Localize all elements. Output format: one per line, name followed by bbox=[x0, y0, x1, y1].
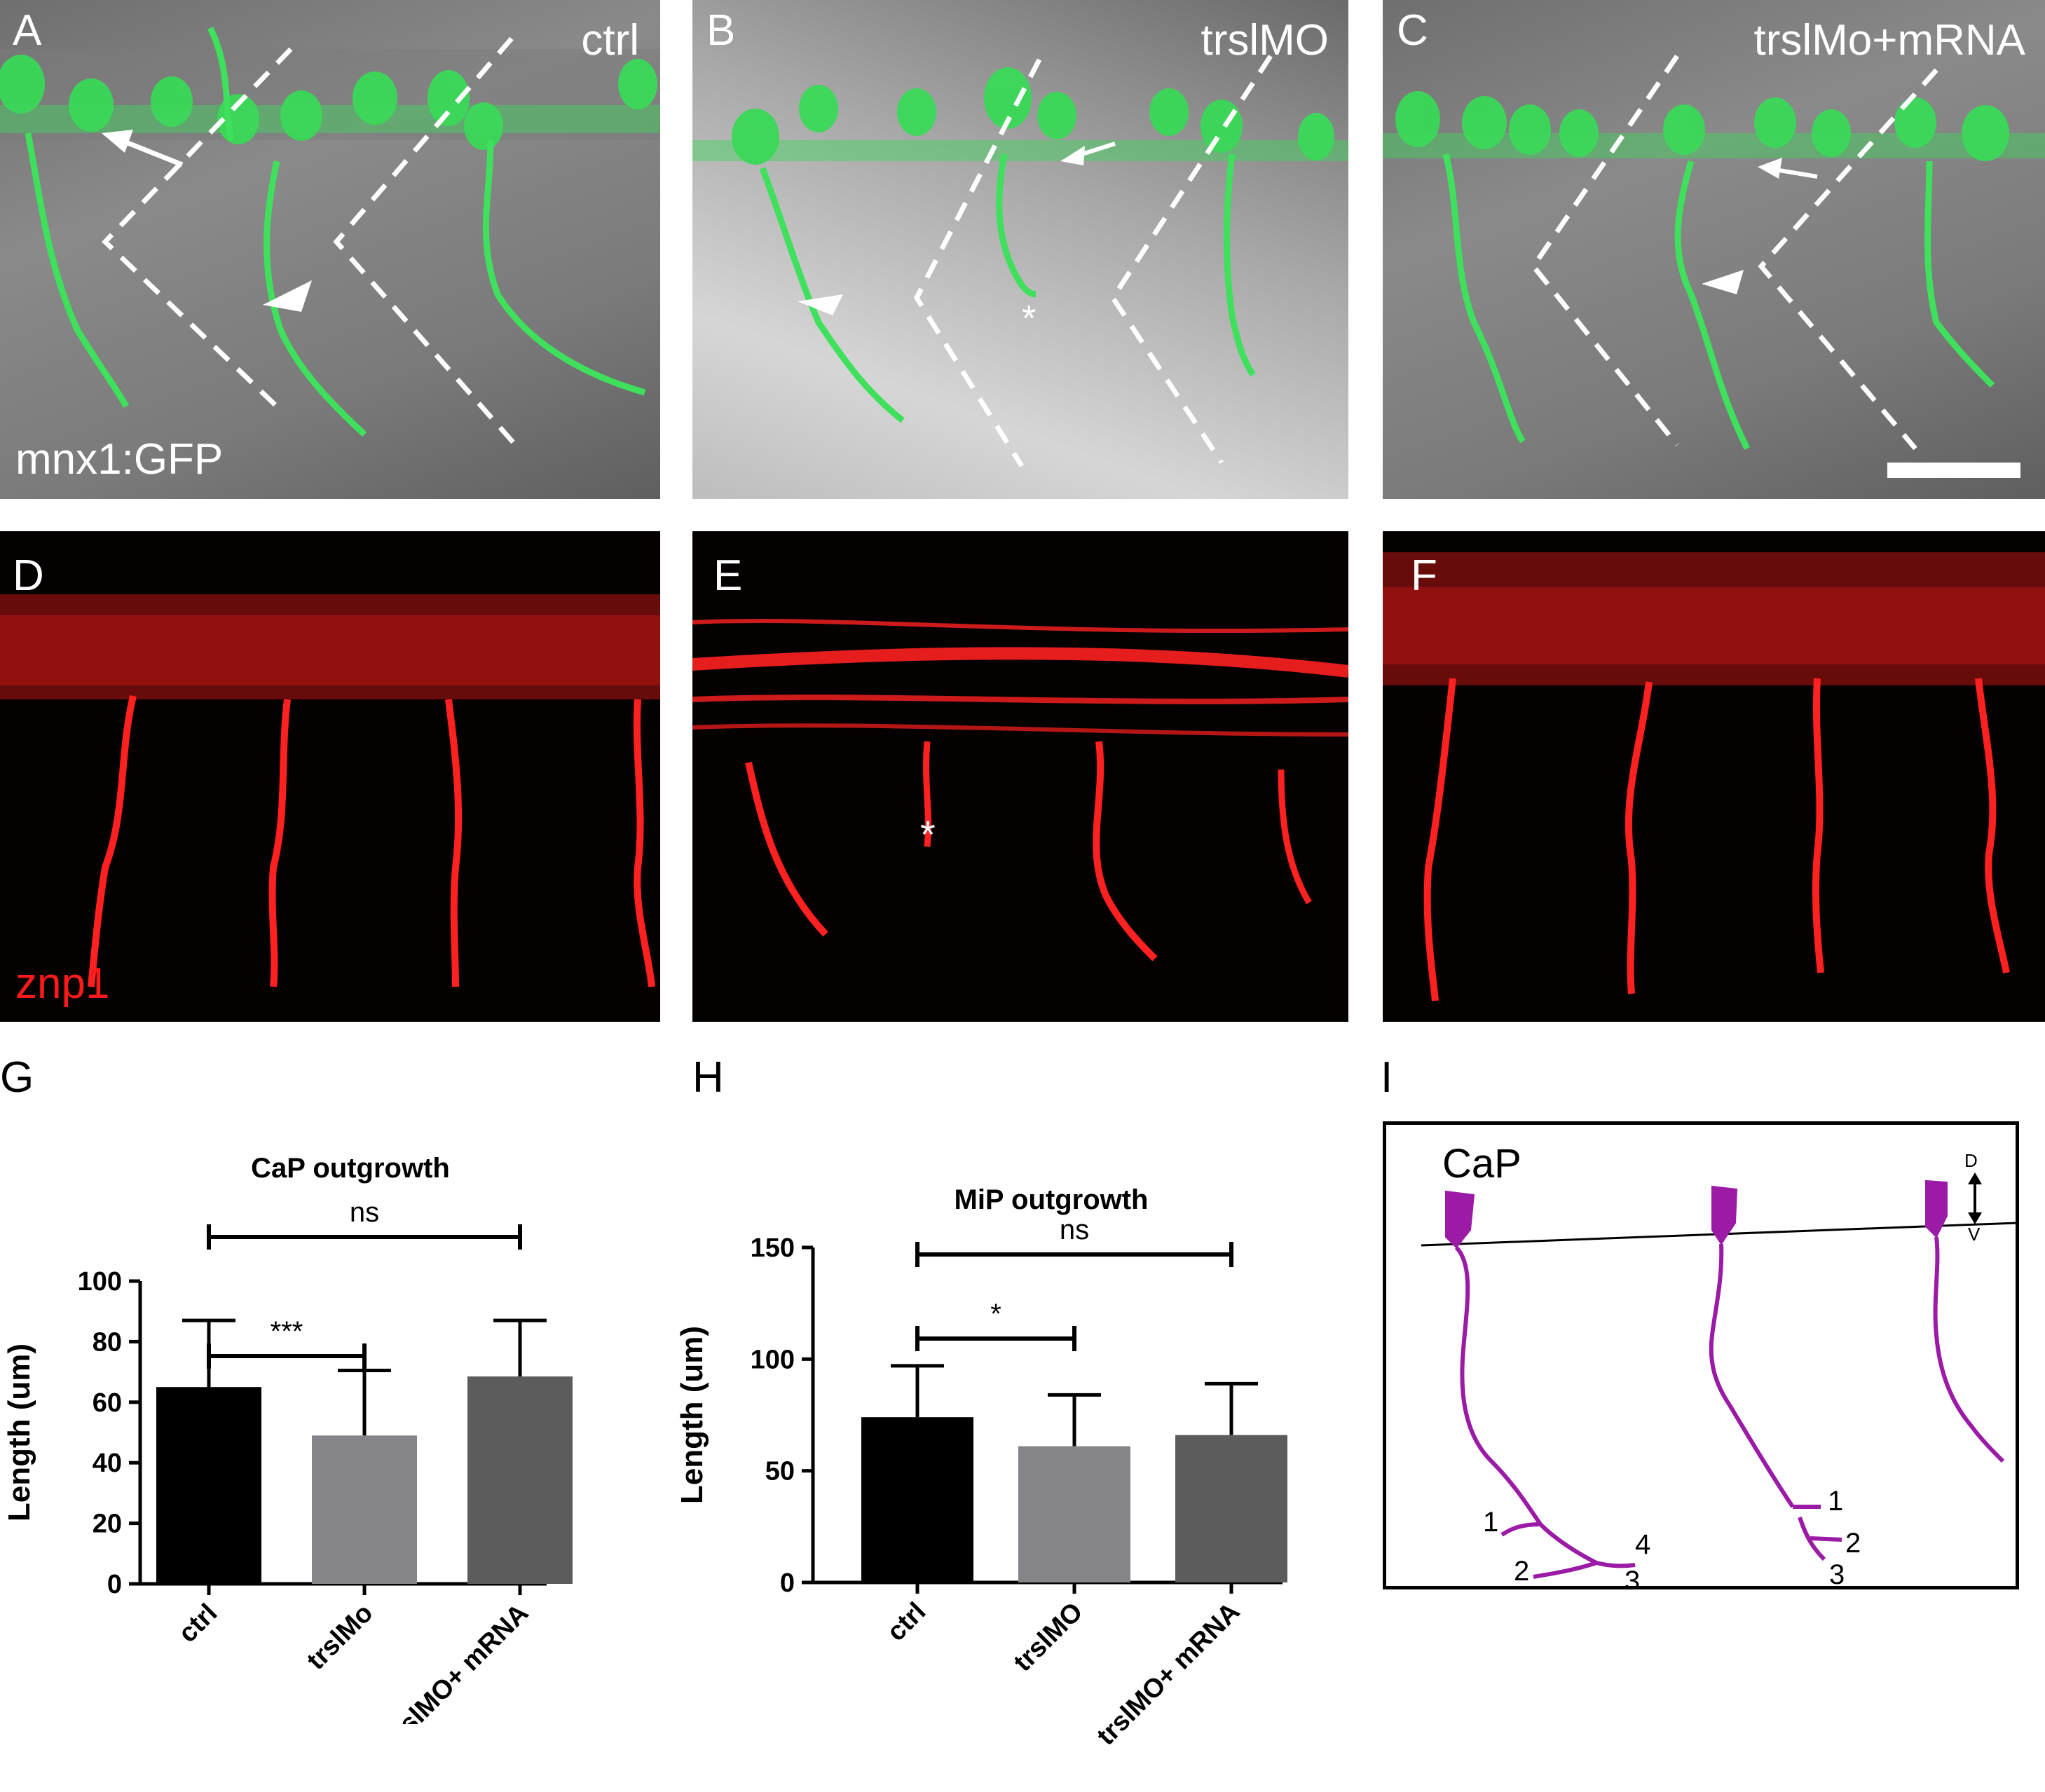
chartg-sig-label: ns bbox=[350, 1197, 379, 1228]
chartg-y-label: Length (um) bbox=[2, 1343, 36, 1521]
branch-label-left-3: 3 bbox=[1625, 1566, 1640, 1586]
branch-label-mid-3: 3 bbox=[1829, 1559, 1845, 1586]
condition-label-trslmo: trslMO bbox=[1201, 16, 1329, 64]
charth-bar bbox=[861, 1417, 973, 1582]
panel-label-g: G bbox=[0, 1053, 34, 1102]
axis-label-d: D bbox=[1964, 1150, 1978, 1171]
chartg-bar bbox=[312, 1435, 417, 1584]
chartg-bar bbox=[467, 1376, 573, 1584]
scale-bar bbox=[1887, 463, 2020, 478]
chart-cap-outgrowth: CaP outgrowth 0 20 40 60 80 100 Length (um) ctrl… bbox=[2, 1153, 573, 1724]
condition-label-rescue: trslMo+mRNA bbox=[1753, 16, 2025, 64]
chartg-ytick-label: 100 bbox=[78, 1267, 122, 1297]
chartg-ytick-label: 80 bbox=[93, 1327, 122, 1357]
charth-xtick-label: trslMO+ mRNA bbox=[1091, 1597, 1245, 1751]
axis-label-v: V bbox=[1968, 1224, 1981, 1245]
chartg-sig-label: *** bbox=[271, 1316, 303, 1347]
charth-xtick-label: trslMO bbox=[1008, 1597, 1089, 1678]
branch-label-left-1: 1 bbox=[1483, 1507, 1498, 1538]
charth-title: MiP outgrowth bbox=[955, 1184, 1149, 1215]
panel-f-drawing bbox=[1383, 552, 2045, 1001]
charth-ytick-label: 0 bbox=[780, 1568, 795, 1598]
chartg-ytick-label: 60 bbox=[93, 1388, 122, 1418]
panel-d-drawing bbox=[0, 594, 660, 987]
panel-e-drawing bbox=[692, 618, 1348, 962]
panel-e-znp1-image: E * bbox=[692, 531, 1348, 1022]
panel-label-d: D bbox=[13, 552, 44, 600]
charth-ytick-label: 100 bbox=[751, 1345, 795, 1374]
chartg-xtick-label: trslMo bbox=[301, 1599, 378, 1676]
panel-label-e: E bbox=[713, 552, 743, 600]
panel-label-b: B bbox=[706, 6, 736, 55]
schematic-title: CaP bbox=[1442, 1141, 1521, 1186]
marker-label-znp1: znp1 bbox=[15, 959, 110, 1008]
panel-c-drawing bbox=[1383, 55, 2045, 478]
charth-bar bbox=[1175, 1435, 1287, 1582]
charth-sig-label: ns bbox=[1060, 1215, 1089, 1245]
schematic-panel: CaP D V 1 2 3 4 1 2 3 bbox=[1383, 1121, 2019, 1596]
asterisk-mark-e: * bbox=[920, 812, 936, 856]
panel-c-gfp-image: C trslMo+mRNA bbox=[1383, 0, 2045, 499]
panel-b-drawing bbox=[692, 55, 1348, 467]
charth-xtick-label: ctrl bbox=[882, 1597, 932, 1648]
panel-a-drawing bbox=[0, 26, 660, 451]
panel-b-gfp-image: B trslMO * bbox=[692, 0, 1348, 499]
chartg-xtick-label: trslMO+ mRNA bbox=[380, 1599, 534, 1724]
chartg-bar bbox=[156, 1387, 261, 1584]
charth-ytick-label: 150 bbox=[751, 1233, 795, 1263]
chartg-ytick-label: 20 bbox=[93, 1510, 122, 1539]
dv-axis-arrow-icon bbox=[1968, 1172, 1982, 1224]
branch-label-left-4: 4 bbox=[1635, 1529, 1650, 1560]
panel-label-c: C bbox=[1397, 6, 1428, 55]
branch-label-mid-2: 2 bbox=[1845, 1528, 1861, 1559]
panel-label-h: H bbox=[692, 1053, 724, 1102]
charth-ytick-label: 50 bbox=[765, 1457, 795, 1486]
chartg-ytick-label: 0 bbox=[107, 1570, 122, 1599]
chart-mip-outgrowth: MiP outgrowth 0 50 100 150 Length (um) ctrl trs… bbox=[675, 1184, 1287, 1751]
panel-label-f: F bbox=[1411, 552, 1437, 600]
panel-f-znp1-image: F bbox=[1383, 531, 2045, 1022]
branch-label-mid-1: 1 bbox=[1828, 1486, 1843, 1517]
chartg-ytick-label: 40 bbox=[93, 1449, 122, 1478]
charth-y-label: Length (um) bbox=[675, 1326, 709, 1504]
panel-label-a: A bbox=[13, 6, 42, 55]
condition-label-ctrl: ctrl bbox=[581, 16, 639, 64]
schematic-drawing: CaP D V 1 2 3 4 1 2 3 bbox=[1421, 1141, 2018, 1596]
branch-label-left-2: 2 bbox=[1514, 1556, 1529, 1586]
panel-d-znp1-image: D znp1 bbox=[0, 531, 660, 1022]
chartg-xtick-label: ctrl bbox=[173, 1599, 224, 1649]
chartg-title: CaP outgrowth bbox=[251, 1153, 450, 1184]
panel-a-gfp-image: A ctrl mnx1:GFP bbox=[0, 0, 660, 499]
charth-bar bbox=[1018, 1446, 1130, 1582]
charth-sig-label: * bbox=[990, 1299, 1001, 1329]
asterisk-mark-b: * bbox=[1022, 299, 1037, 339]
panel-label-i: I bbox=[1381, 1053, 1393, 1102]
marker-label-gfp: mnx1:GFP bbox=[15, 435, 224, 484]
